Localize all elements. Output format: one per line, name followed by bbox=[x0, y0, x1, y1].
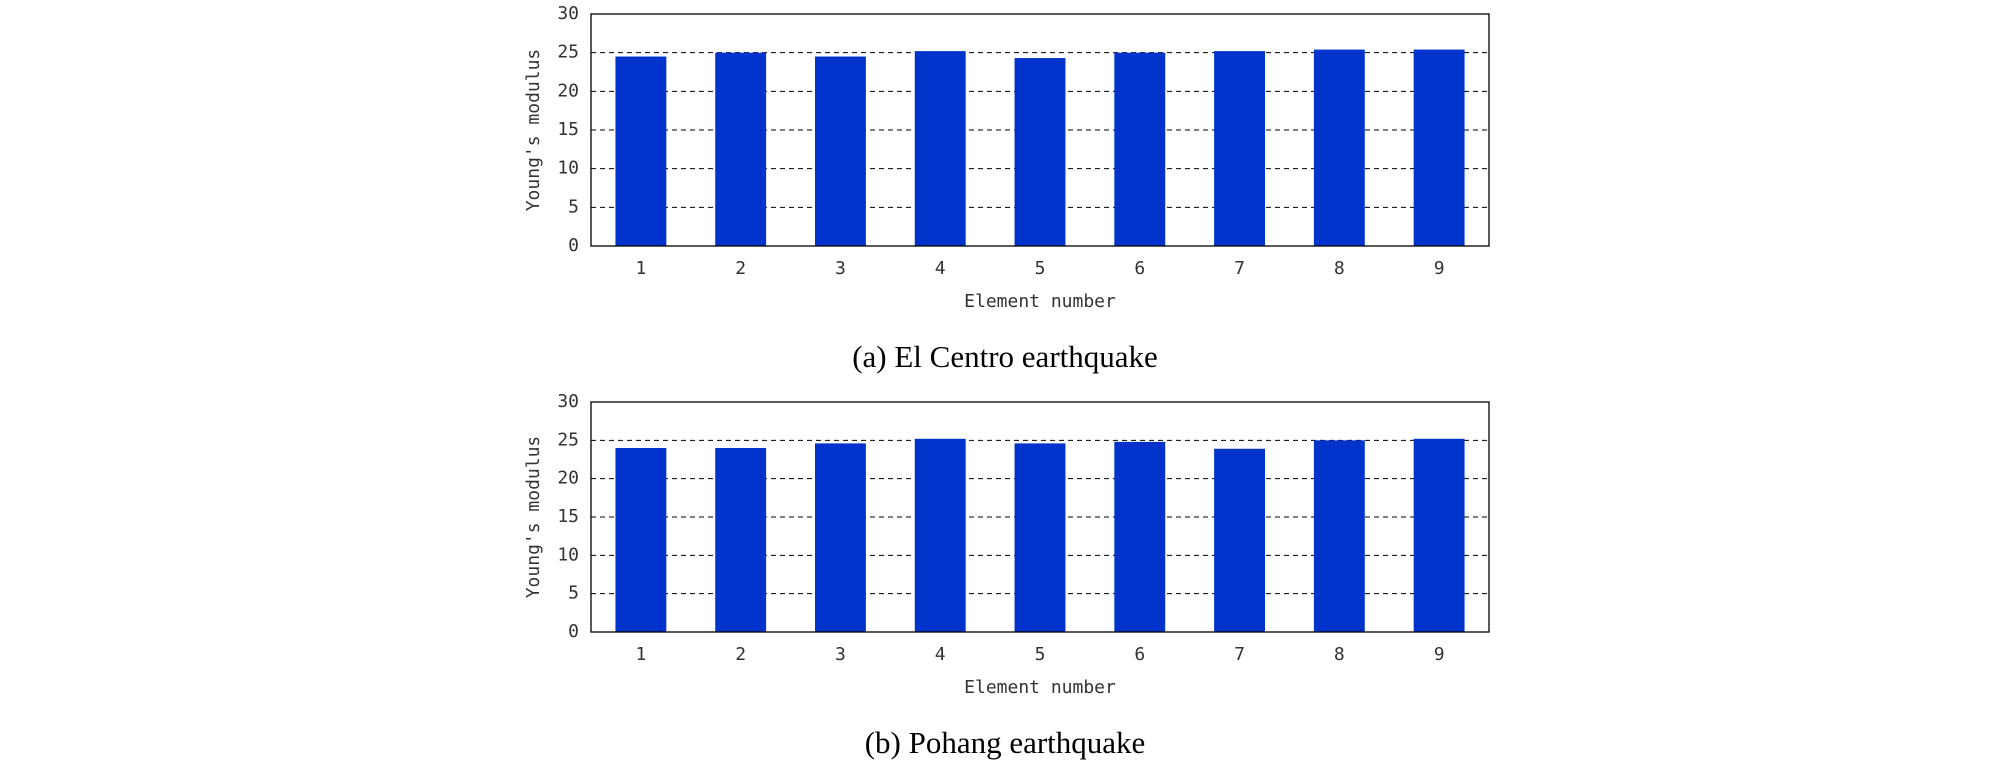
x-tick-label: 6 bbox=[1134, 258, 1145, 279]
x-tick-label: 5 bbox=[1035, 644, 1046, 665]
y-tick-label: 5 bbox=[568, 583, 579, 604]
y-axis-title: Young's modulus bbox=[523, 436, 544, 599]
x-tick-label: 6 bbox=[1134, 644, 1145, 665]
x-tick-label: 4 bbox=[935, 644, 946, 665]
x-tick-label: 2 bbox=[735, 258, 746, 279]
y-tick-label: 20 bbox=[557, 468, 579, 489]
bar bbox=[1014, 443, 1066, 632]
plot-frame bbox=[590, 401, 1490, 633]
plot-frame bbox=[590, 13, 1490, 247]
caption: (a) El Centro earthquake bbox=[852, 339, 1158, 374]
bar bbox=[715, 52, 767, 246]
bar bbox=[1214, 448, 1265, 632]
bar bbox=[615, 448, 667, 632]
bar bbox=[1413, 438, 1465, 632]
bar bbox=[815, 443, 866, 632]
y-tick-label: 15 bbox=[557, 506, 579, 527]
y-tick-label: 25 bbox=[557, 42, 579, 63]
x-tick-label: 7 bbox=[1234, 258, 1245, 279]
x-tick-label: 9 bbox=[1434, 258, 1445, 279]
x-axis-title: Element number bbox=[964, 291, 1116, 312]
bar bbox=[715, 448, 767, 632]
x-tick-label: 9 bbox=[1434, 644, 1445, 665]
y-tick-label: 15 bbox=[557, 119, 579, 140]
x-tick-label: 8 bbox=[1334, 644, 1345, 665]
bar bbox=[914, 51, 966, 247]
bar bbox=[1313, 440, 1365, 632]
x-tick-label: 1 bbox=[635, 644, 646, 665]
y-tick-label: 20 bbox=[557, 80, 579, 101]
x-axis-title: Element number bbox=[964, 677, 1116, 698]
y-axis-title: Young's modulus bbox=[523, 49, 544, 212]
y-tick-label: 0 bbox=[568, 621, 579, 642]
bar bbox=[914, 438, 966, 632]
bar bbox=[1014, 58, 1066, 246]
y-tick-label: 10 bbox=[557, 544, 579, 565]
y-tick-label: 5 bbox=[568, 196, 579, 217]
x-tick-label: 3 bbox=[835, 258, 846, 279]
x-tick-label: 2 bbox=[735, 644, 746, 665]
x-tick-label: 1 bbox=[635, 258, 646, 279]
bar bbox=[1114, 441, 1166, 632]
y-tick-label: 0 bbox=[568, 235, 579, 256]
bar bbox=[1413, 49, 1465, 246]
x-tick-label: 8 bbox=[1334, 258, 1345, 279]
y-tick-label: 30 bbox=[557, 391, 579, 412]
y-tick-label: 30 bbox=[557, 3, 579, 24]
x-tick-label: 7 bbox=[1234, 644, 1245, 665]
x-tick-label: 4 bbox=[935, 258, 946, 279]
x-tick-label: 3 bbox=[835, 644, 846, 665]
bar bbox=[1214, 51, 1265, 247]
x-tick-label: 5 bbox=[1035, 258, 1046, 279]
bar bbox=[1313, 49, 1365, 246]
y-tick-label: 25 bbox=[557, 429, 579, 450]
bar bbox=[615, 56, 667, 247]
bar bbox=[1114, 52, 1166, 246]
bar bbox=[815, 56, 866, 247]
caption: (b) Pohang earthquake bbox=[865, 725, 1146, 760]
y-tick-label: 10 bbox=[557, 158, 579, 179]
